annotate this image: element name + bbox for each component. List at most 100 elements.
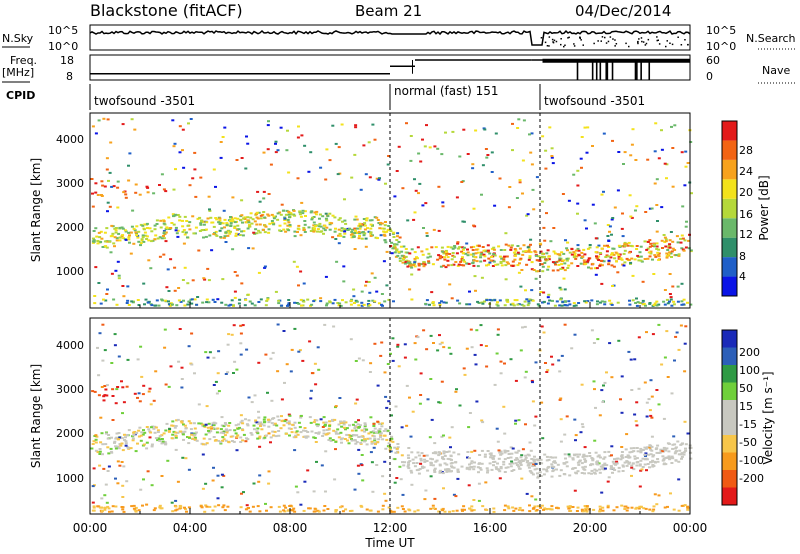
power-cell	[522, 244, 526, 247]
velocity-cell	[396, 345, 400, 348]
velocity-cell	[353, 427, 357, 430]
power-cell	[354, 124, 358, 127]
velocity-cell	[161, 440, 165, 443]
power-cell	[177, 287, 181, 289]
velocity-cell	[502, 463, 506, 466]
nsearch-point	[582, 44, 584, 46]
power-cell	[555, 300, 559, 303]
velocity-cell	[299, 503, 303, 506]
velocity-cell	[580, 383, 584, 386]
power-cell	[425, 248, 429, 251]
nsearch-point	[614, 45, 616, 47]
power-cell	[319, 225, 323, 228]
velocity-cell	[104, 432, 108, 435]
velocity-cell	[206, 426, 210, 429]
power-cell	[436, 147, 440, 150]
power-cell	[436, 258, 440, 261]
power-cell	[423, 145, 427, 148]
velocity-cell	[452, 493, 456, 496]
power-cell	[296, 231, 299, 233]
power-cell	[657, 255, 661, 258]
velocity-cell	[480, 419, 484, 422]
power-cell	[579, 157, 583, 160]
power-cell	[398, 236, 402, 239]
power-cell	[532, 208, 536, 211]
power-cell	[282, 228, 286, 231]
power-cell	[164, 190, 168, 193]
beam-title: Beam 21	[355, 2, 422, 20]
power-cell	[416, 246, 420, 249]
velocity-cell	[323, 423, 327, 426]
power-cell	[267, 231, 271, 234]
power-cell	[452, 255, 456, 258]
power-cell	[319, 300, 323, 303]
power-cell	[99, 302, 103, 305]
power-cell	[174, 226, 178, 229]
velocity-cell	[565, 461, 569, 464]
velocity-cell	[450, 461, 454, 464]
power-cell	[528, 133, 531, 136]
power-cell	[635, 248, 639, 250]
power-cell	[682, 303, 686, 306]
velocity-cell	[372, 446, 376, 449]
velocity-cell	[649, 414, 653, 417]
nsearch-point	[677, 36, 679, 38]
power-cell	[130, 118, 134, 121]
velocity-cell	[227, 424, 231, 427]
power-cell	[660, 148, 664, 151]
power-cell	[528, 255, 532, 258]
velocity-cell	[384, 499, 388, 502]
velocity-cell	[473, 461, 476, 464]
power-cell	[217, 221, 221, 224]
power-cell	[596, 300, 599, 303]
velocity-cell	[601, 506, 605, 509]
power-cell	[133, 128, 137, 131]
power-cell	[587, 257, 591, 260]
power-cell	[495, 303, 499, 306]
velocity-cell	[126, 358, 130, 361]
velocity-cell	[149, 403, 153, 406]
power-cell	[194, 226, 198, 229]
velocity-cell	[334, 432, 338, 435]
velocity-cell	[220, 486, 224, 489]
velocity-cell	[219, 428, 223, 431]
velocity-cell	[649, 461, 653, 464]
velocity-cell	[621, 465, 625, 468]
velocity-cell	[489, 456, 493, 459]
power-cell	[337, 242, 341, 245]
velocity-cell	[625, 464, 629, 467]
nsearch-point	[658, 43, 661, 45]
power-cell	[92, 239, 96, 242]
velocity-cell	[370, 440, 374, 443]
power-cell	[219, 221, 223, 224]
power-cell	[546, 249, 550, 252]
velocity-colorbar-label: Velocity [m s⁻¹]	[761, 371, 775, 464]
power-cell	[537, 304, 541, 307]
power-cell	[205, 221, 209, 224]
power-cell	[656, 220, 659, 222]
power-cell	[444, 266, 448, 269]
power-cell	[231, 248, 235, 251]
velocity-cell	[630, 450, 634, 453]
power-cell	[511, 122, 514, 125]
power-cell	[451, 247, 455, 250]
power-cell	[660, 239, 664, 242]
power-cell	[162, 188, 166, 191]
power-cell	[92, 240, 96, 243]
power-cell	[153, 228, 157, 231]
velocity-colorbar-swatch	[722, 487, 737, 505]
velocity-cell	[407, 447, 411, 449]
velocity-cell	[326, 508, 330, 510]
velocity-cell	[403, 461, 407, 464]
power-cell	[661, 247, 664, 249]
power-cell	[286, 218, 290, 221]
power-cell	[286, 303, 290, 306]
power-cell	[541, 265, 545, 268]
velocity-cell	[248, 510, 252, 513]
velocity-cell	[593, 472, 597, 475]
velocity-cell	[97, 394, 101, 397]
velocity-cell	[283, 381, 286, 384]
xtick-2400: 00:00	[673, 521, 708, 535]
velocity-cell	[612, 467, 616, 470]
velocity-cell	[98, 464, 102, 467]
